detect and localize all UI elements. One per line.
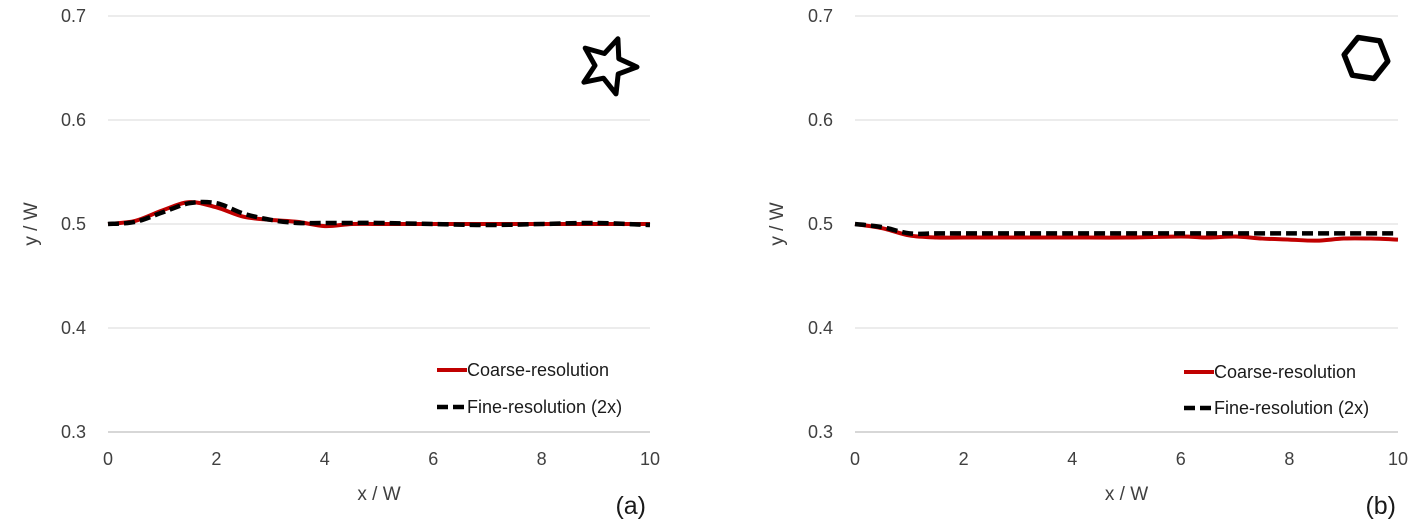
- x-tick-label: 6: [428, 449, 438, 469]
- y-tick-label: 0.4: [61, 318, 86, 338]
- series-line-coarse-resolution: [854, 222, 1399, 243]
- y-tick-label: 0.6: [808, 110, 833, 130]
- hexagon-icon: [1341, 34, 1391, 82]
- x-axis-title: x / W: [357, 484, 400, 505]
- y-tick-label: 0.3: [61, 422, 86, 442]
- chart-panel-a: 0.3 0.4 0.5 0.6 0.7 0 2 4 6 8 10 x / W y / W Coarse-r…: [21, 6, 660, 520]
- x-tick-label: 2: [959, 449, 969, 469]
- y-tick-label: 0.6: [61, 110, 86, 130]
- y-tick-label: 0.7: [808, 6, 833, 26]
- y-tick-label: 0.3: [808, 422, 833, 442]
- legend-label: Fine-resolution (2x): [1214, 398, 1369, 418]
- series-line-fine-resolution: [854, 221, 1398, 237]
- x-tick-label: 2: [211, 449, 221, 469]
- series-line-fine-resolution: [107, 199, 651, 228]
- x-tick-label: 4: [320, 449, 330, 469]
- x-tick-label: 6: [1176, 449, 1186, 469]
- panel-label: (b): [1365, 492, 1396, 520]
- star-icon: [581, 36, 640, 97]
- x-tick-label: 0: [850, 449, 860, 469]
- panel-label: (a): [615, 492, 646, 520]
- chart-panel-b: 0.3 0.4 0.5 0.6 0.7 0 2 4 6 8 10 x / W y / W Coarse-r…: [767, 6, 1408, 520]
- x-tick-label: 8: [1284, 449, 1294, 469]
- legend-label: Coarse-resolution: [1214, 362, 1356, 382]
- legend-label: Fine-resolution (2x): [467, 397, 622, 417]
- x-tick-label: 0: [103, 449, 113, 469]
- y-axis-title: y / W: [21, 202, 42, 245]
- y-tick-label: 0.5: [808, 214, 833, 234]
- legend-label: Coarse-resolution: [467, 360, 609, 380]
- y-tick-label: 0.7: [61, 6, 86, 26]
- x-tick-label: 10: [640, 449, 660, 469]
- x-tick-label: 4: [1067, 449, 1077, 469]
- x-tick-label: 8: [537, 449, 547, 469]
- y-axis-title: y / W: [767, 202, 788, 245]
- y-tick-label: 0.5: [61, 214, 86, 234]
- x-axis-title: x / W: [1105, 484, 1148, 505]
- x-tick-label: 10: [1388, 449, 1408, 469]
- y-tick-label: 0.4: [808, 318, 833, 338]
